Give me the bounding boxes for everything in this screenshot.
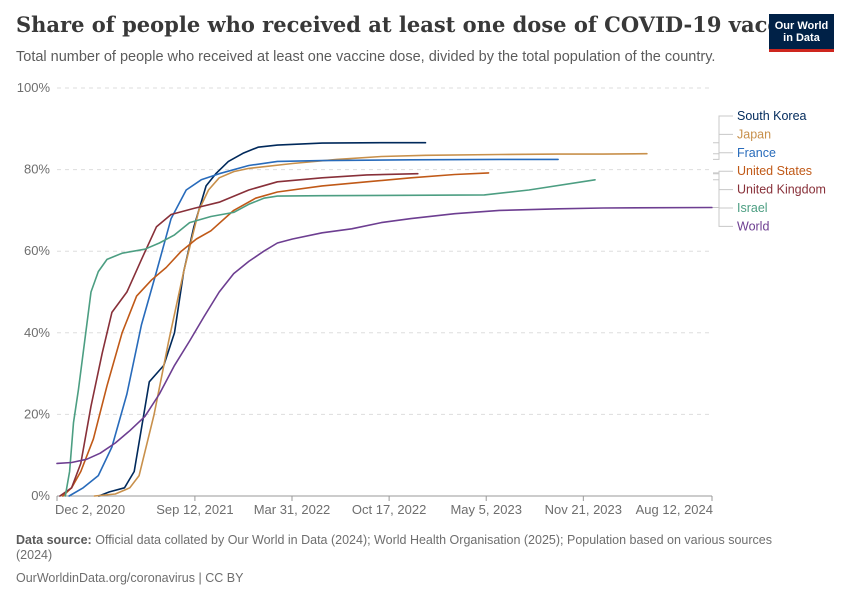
line-chart: 0% 20% 40% 60% 80% 100% Dec 2, 2020 Sep 12, 202… bbox=[17, 80, 826, 517]
series-line-france bbox=[68, 158, 559, 497]
y-tick-label: 20% bbox=[24, 406, 50, 421]
series-line-world bbox=[56, 206, 713, 465]
series-line-united-states bbox=[62, 172, 490, 497]
chart-title: Share of people who received at least on… bbox=[16, 12, 817, 37]
x-tick-label: Nov 21, 2023 bbox=[545, 502, 622, 517]
y-tick-label: 100% bbox=[17, 80, 51, 95]
legend-connector bbox=[713, 152, 733, 160]
legend-label-united-kingdom: United Kingdom bbox=[737, 183, 826, 197]
series-line-israel bbox=[64, 179, 596, 497]
legend-label-france: France bbox=[737, 146, 776, 160]
owid-logo[interactable]: Our World in Data bbox=[769, 14, 834, 52]
x-tick-label: Sep 12, 2021 bbox=[156, 502, 233, 517]
data-source: Data source: Official data collated by O… bbox=[16, 533, 806, 563]
y-tick-label: 40% bbox=[24, 325, 50, 340]
y-tick-label: 0% bbox=[31, 488, 50, 503]
footer-credit[interactable]: OurWorldinData.org/coronavirus | CC BY bbox=[16, 571, 244, 585]
legend-label-world: World bbox=[737, 219, 769, 233]
legend-connector bbox=[713, 133, 733, 155]
legend-connector bbox=[713, 170, 733, 174]
data-source-label: Data source: bbox=[16, 533, 92, 547]
series-line-united-kingdom bbox=[59, 172, 419, 497]
legend-connector bbox=[713, 115, 733, 144]
legend-connector bbox=[713, 173, 733, 191]
legend-label-japan: Japan bbox=[737, 127, 771, 141]
y-tick-label: 80% bbox=[24, 162, 50, 177]
legend-label-united-states: United States bbox=[737, 164, 812, 178]
data-source-text: Official data collated by Our World in D… bbox=[16, 533, 772, 562]
x-tick-label: Aug 12, 2024 bbox=[636, 502, 713, 517]
series-line-japan bbox=[93, 152, 648, 497]
legend-connector bbox=[713, 179, 733, 209]
legend-label-israel: Israel bbox=[737, 201, 768, 215]
x-tick-label: Oct 17, 2022 bbox=[352, 502, 426, 517]
x-tick-label: May 5, 2023 bbox=[450, 502, 522, 517]
x-tick-label: Mar 31, 2022 bbox=[254, 502, 331, 517]
logo-line-1: Our World bbox=[774, 20, 829, 32]
legend-label-south-korea: South Korea bbox=[737, 109, 807, 123]
chart-subtitle: Total number of people who received at l… bbox=[16, 49, 716, 65]
logo-line-2: in Data bbox=[783, 32, 820, 44]
legend-connector bbox=[713, 207, 733, 227]
x-tick-label: Dec 2, 2020 bbox=[55, 502, 125, 517]
y-tick-label: 60% bbox=[24, 243, 50, 258]
